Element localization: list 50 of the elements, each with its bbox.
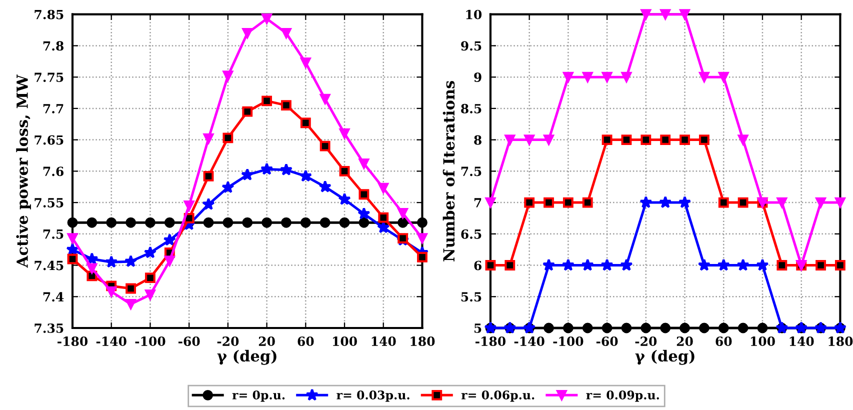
x-tick-label: 60 <box>298 336 314 346</box>
y-tick-label: 8 <box>474 135 482 145</box>
y-tick-label: 7.4 <box>43 292 64 302</box>
y-axis-title: Active power loss, MW <box>16 74 31 268</box>
y-tick-label: 7.45 <box>34 260 64 270</box>
x-tick-label: 180 <box>410 336 435 346</box>
y-axis-title: Number of Iterations <box>442 80 455 262</box>
y-tick-label: 5.5 <box>461 292 482 302</box>
x-tick-label: -180 <box>58 336 88 346</box>
y-tick-label: 7 <box>474 198 482 208</box>
legend-label: r= 0.03p.u. <box>336 390 410 402</box>
x-tick-label: -20 <box>635 336 657 346</box>
x-tick-label: 180 <box>828 336 853 346</box>
x-tick-label: -60 <box>178 336 200 346</box>
x-tick-label: -140 <box>514 336 544 346</box>
y-tick-label: 7.55 <box>34 198 64 208</box>
y-tick-label: 7.7 <box>43 104 64 114</box>
x-tick-label: -140 <box>96 336 126 346</box>
y-tick-label: 7.85 <box>34 10 64 20</box>
y-tick-label: 7.5 <box>43 230 64 239</box>
x-tick-label: 140 <box>790 336 814 346</box>
y-tick-label: 7.8 <box>43 41 64 51</box>
x-tick-label: -60 <box>596 336 618 346</box>
x-tick-label: 100 <box>332 336 357 346</box>
y-tick-label: 7.5 <box>461 166 482 176</box>
y-tick-label: 9.5 <box>461 41 482 51</box>
y-tick-label: 5 <box>474 324 482 333</box>
y-tick-label: 6 <box>474 260 482 270</box>
x-tick-label: -100 <box>135 336 166 346</box>
y-tick-label: 6.5 <box>461 229 482 239</box>
x-tick-label: 20 <box>258 336 275 346</box>
y-tick-label: 7.75 <box>34 72 64 82</box>
legend-label: r= 0.09p.u. <box>586 390 659 402</box>
y-tick-label: 10 <box>466 10 482 20</box>
legend-label: r= 0p.u. <box>232 390 285 402</box>
x-tick-label: 60 <box>716 336 732 346</box>
legend-label: r= 0.06p.u. <box>461 390 534 402</box>
x-tick-label: 100 <box>750 336 775 346</box>
x-tick-label: -100 <box>553 336 584 346</box>
y-tick-label: 7.6 <box>43 166 64 176</box>
x-tick-label: 140 <box>372 336 396 346</box>
x-tick-label: 20 <box>676 336 693 346</box>
y-tick-label: 7.65 <box>34 135 64 145</box>
y-tick-label: 8.5 <box>461 104 482 114</box>
y-tick-label: 9 <box>474 72 482 82</box>
x-tick-label: -20 <box>217 336 239 346</box>
x-axis-title: γ (deg) <box>217 350 276 365</box>
x-axis-title: γ (deg) <box>635 350 694 365</box>
x-tick-label: -180 <box>476 336 506 346</box>
y-tick-label: 7.35 <box>34 323 64 333</box>
